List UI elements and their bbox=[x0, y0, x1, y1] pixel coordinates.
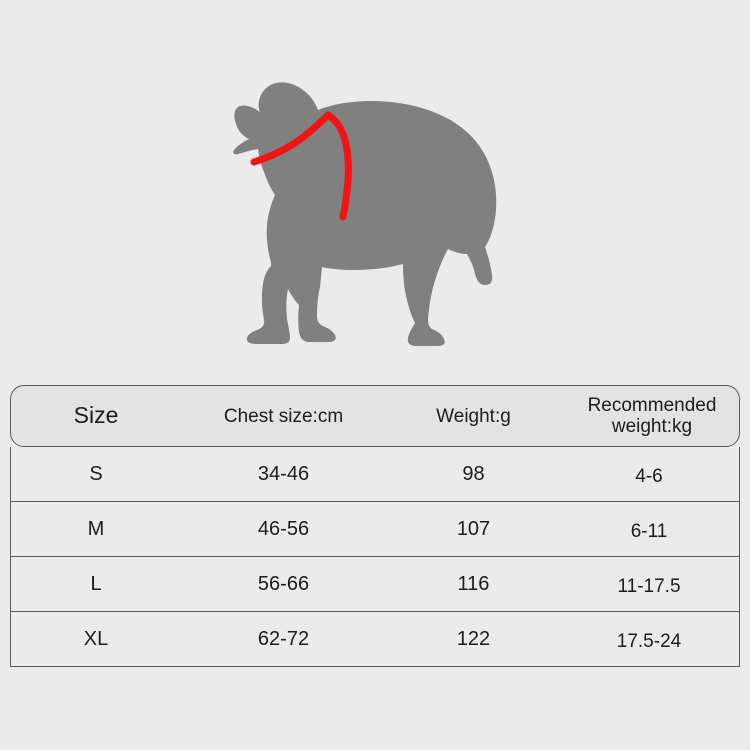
cell-recommended-weight: 11-17.5 bbox=[617, 576, 681, 597]
table-row: M 46-56 107 6-11 bbox=[10, 502, 740, 557]
harness-neck-strap bbox=[250, 112, 331, 166]
cell-chest-size: 46-56 bbox=[257, 517, 310, 540]
cell-weight: 98 bbox=[462, 462, 485, 485]
cell-weight: 107 bbox=[456, 517, 491, 540]
table-row: XL 62-72 122 17.5-24 bbox=[10, 612, 740, 667]
cell-size: M bbox=[87, 517, 105, 540]
cell-size: XL bbox=[83, 627, 109, 650]
size-chart-table: Size Chest size:cm Weight:g Recommended … bbox=[10, 385, 740, 667]
harness-girth-strap bbox=[324, 111, 352, 221]
cell-size: L bbox=[90, 572, 102, 595]
header-cell-recommended-weight: Recommended weight:kg bbox=[587, 394, 717, 437]
dog-illustration-area bbox=[0, 0, 750, 370]
header-cell-size: Size bbox=[73, 402, 119, 429]
dog-silhouette-image bbox=[233, 82, 497, 346]
cell-weight: 122 bbox=[456, 627, 491, 650]
dog-body-shape bbox=[233, 82, 497, 346]
cell-recommended-weight: 4-6 bbox=[635, 466, 663, 487]
cell-recommended-weight: 17.5-24 bbox=[616, 631, 682, 652]
cell-chest-size: 62-72 bbox=[257, 627, 310, 650]
cell-recommended-weight: 6-11 bbox=[630, 521, 668, 542]
table-header-row: Size Chest size:cm Weight:g Recommended … bbox=[10, 385, 740, 447]
cell-chest-size: 34-46 bbox=[257, 462, 310, 485]
header-cell-weight: Weight:g bbox=[436, 406, 511, 428]
cell-chest-size: 56-66 bbox=[257, 572, 310, 595]
cell-weight: 116 bbox=[457, 572, 490, 595]
harness-strap bbox=[250, 111, 352, 221]
header-cell-chest-size: Chest size:cm bbox=[223, 406, 344, 428]
table-row: S 34-46 98 4-6 bbox=[10, 447, 740, 502]
table-row: L 56-66 116 11-17.5 bbox=[10, 557, 740, 612]
cell-size: S bbox=[89, 462, 103, 485]
